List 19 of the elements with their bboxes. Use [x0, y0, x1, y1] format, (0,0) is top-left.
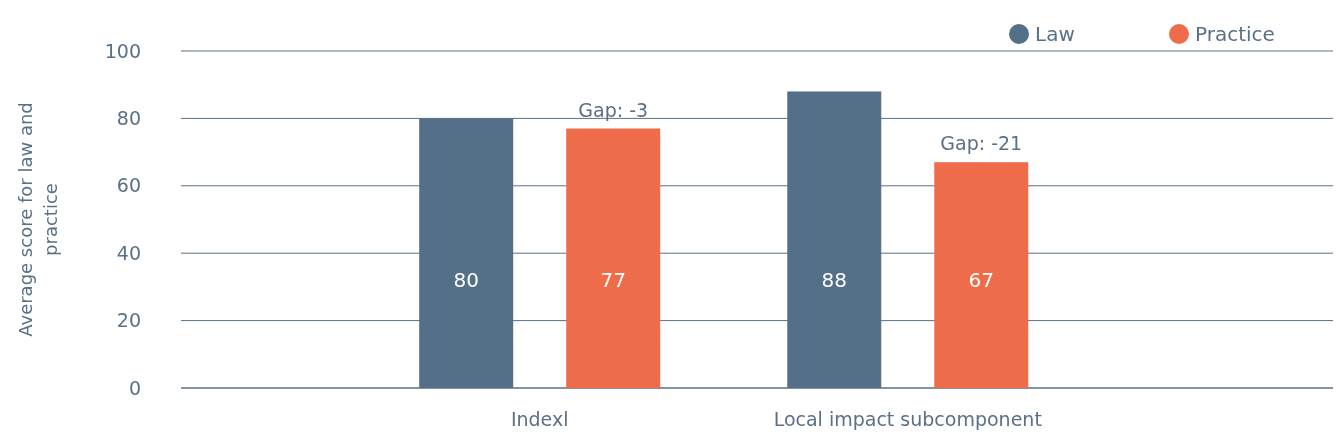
- bar: [934, 162, 1029, 388]
- y-tick-label: 40: [116, 241, 141, 264]
- data-label: 77: [600, 268, 626, 292]
- y-tick-label: 80: [116, 107, 141, 130]
- data-label: 67: [968, 268, 994, 292]
- y-tick-label: 20: [116, 309, 141, 332]
- y-tick-label: 100: [104, 39, 141, 62]
- legend-label: Practice: [1195, 22, 1275, 46]
- data-label: 80: [453, 268, 479, 292]
- annotation: Gap: -21: [940, 132, 1023, 155]
- data-label: 88: [821, 268, 847, 292]
- y-tick-label: 60: [116, 174, 141, 197]
- legend-label: Law: [1035, 22, 1075, 46]
- annotation: Gap: -3: [578, 98, 649, 121]
- bar: [566, 128, 661, 388]
- y-axis-title: Average score for law and practice: [15, 102, 61, 337]
- x-tick-label: Local impact subcomponent: [773, 408, 1042, 430]
- y-tick-label: 0: [128, 376, 141, 399]
- x-tick-label: Indexl: [510, 408, 569, 430]
